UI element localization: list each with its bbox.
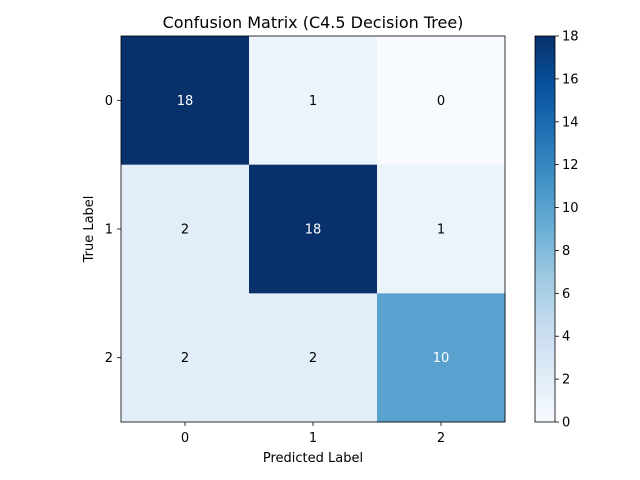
cell-value-label: 1 [309, 94, 317, 109]
heatmap-cell [249, 293, 378, 423]
colorbar-tick-label: 16 [562, 72, 579, 87]
y-tick-label: 0 [105, 94, 113, 109]
cell-value-label: 2 [181, 223, 189, 238]
colorbar-tick-label: 18 [562, 30, 579, 45]
heatmap-cell [377, 36, 506, 166]
y-tick-label: 1 [105, 223, 113, 238]
colorbar-tick-label: 10 [562, 201, 579, 216]
x-tick-label: 2 [437, 431, 445, 446]
heatmap-cell [121, 36, 250, 166]
colorbar-tick-label: 6 [562, 287, 570, 302]
heatmap-cell [121, 164, 250, 294]
heatmap-cell [121, 293, 250, 423]
colorbar-tick-label: 14 [562, 115, 579, 130]
cell-value-label: 10 [433, 351, 450, 366]
colorbar-tick-label: 2 [562, 373, 570, 388]
chart-title: Confusion Matrix (C4.5 Decision Tree) [163, 13, 464, 32]
colorbar-tick-label: 0 [562, 416, 570, 431]
colorbar-tick-label: 12 [562, 158, 579, 173]
x-axis-label: Predicted Label [263, 451, 363, 466]
heatmap-cell [249, 164, 378, 294]
colorbar-ticks: 0 2 4 6 8 10 12 14 16 18 [555, 30, 579, 431]
heatmap-cell [377, 293, 506, 423]
cell-value-label: 18 [305, 223, 322, 238]
colorbar-tick-label: 8 [562, 244, 570, 259]
y-axis-ticks: 0 1 2 [105, 94, 121, 366]
colorbar [534, 35, 556, 423]
cell-value-label: 2 [309, 351, 317, 366]
cell-value-label: 1 [437, 223, 445, 238]
heatmap-cells: 18 1 02 18 12 2 10 [121, 36, 506, 423]
x-tick-label: 0 [181, 431, 189, 446]
cell-value-label: 0 [437, 94, 445, 109]
x-tick-label: 1 [309, 431, 317, 446]
cell-value-label: 18 [177, 94, 194, 109]
y-axis-label: True Label [82, 196, 97, 264]
heatmap-cell [249, 36, 378, 166]
colorbar-tick-label: 4 [562, 330, 570, 345]
y-tick-label: 2 [105, 351, 113, 366]
cell-value-label: 2 [181, 351, 189, 366]
heatmap-cell [377, 164, 506, 294]
x-axis-ticks: 0 1 2 [181, 422, 445, 446]
